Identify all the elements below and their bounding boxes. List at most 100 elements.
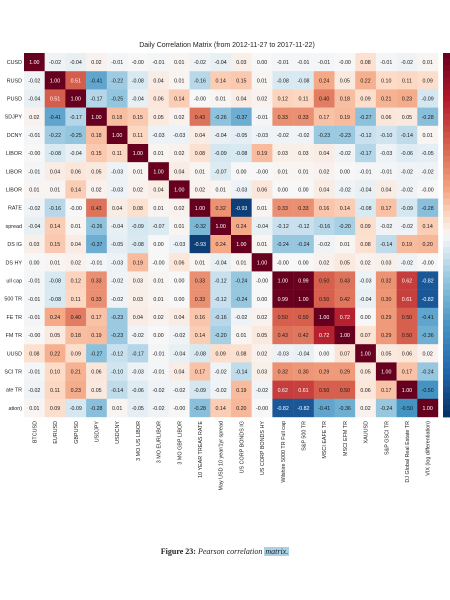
- cell-value-label: 0.15: [91, 151, 101, 157]
- heatmap-cell: [272, 162, 294, 181]
- column-label: MSCI EFM TR: [343, 421, 349, 456]
- cell-value-label: 0.32: [278, 370, 288, 376]
- cell-value-label: 0.06: [381, 115, 391, 121]
- cell-value-label: -0.14: [235, 370, 247, 376]
- heatmap-cell: [396, 125, 418, 145]
- heatmap-cell: [24, 253, 45, 272]
- heatmap-cell: [375, 71, 397, 90]
- cell-value-label: -0.24: [277, 242, 289, 248]
- cell-value-label: -0.03: [173, 242, 185, 248]
- cell-value-label: 0.05: [360, 370, 370, 376]
- column-label: USDJPY: [94, 421, 100, 443]
- cell-value-label: -0.07: [153, 224, 165, 230]
- cell-value-label: -0.01: [111, 60, 123, 66]
- cell-value-label: -0.20: [215, 333, 227, 339]
- heatmap-cell: [210, 307, 232, 327]
- heatmap-cell: [396, 307, 418, 327]
- cell-value-label: 0.01: [174, 78, 184, 84]
- heatmap-cell: [210, 180, 232, 199]
- cell-value-label: 0.99: [278, 297, 288, 303]
- heatmap-cell: [334, 198, 356, 217]
- cell-value-label: -0.16: [318, 224, 330, 230]
- cell-value-label: 0.33: [195, 279, 205, 285]
- cell-value-label: 0.62: [278, 388, 288, 394]
- cell-value-label: 0.18: [112, 115, 122, 121]
- heatmap-cell: [313, 162, 335, 181]
- heatmap-cell: [168, 162, 190, 181]
- heatmap-cell: [65, 344, 87, 363]
- heatmap-cell: [355, 307, 377, 327]
- cell-value-label: 0.24: [215, 242, 225, 248]
- cell-value-label: -0.00: [153, 260, 165, 266]
- cell-value-label: -0.27: [90, 351, 102, 357]
- heatmap-cell: [189, 253, 211, 272]
- cell-value-label: 1.00: [257, 260, 267, 266]
- heatmap-cell: [65, 362, 87, 381]
- heatmap-cell: [417, 198, 439, 217]
- cell-value-label: 1.00: [174, 188, 184, 194]
- cell-value-label: 0.21: [71, 370, 81, 376]
- heatmap-cell: [355, 144, 377, 163]
- heatmap-cell: [127, 289, 149, 308]
- heatmap-cell: [272, 380, 294, 399]
- heatmap-cell: [148, 398, 170, 418]
- heatmap-cell: [293, 89, 314, 108]
- cell-value-label: -0.00: [422, 188, 434, 194]
- cell-value-label: -0.02: [215, 370, 227, 376]
- cell-value-label: 0.01: [50, 260, 60, 266]
- heatmap-cell: [355, 125, 377, 145]
- heatmap-cell: [148, 180, 170, 199]
- colorbar-segment: [443, 222, 450, 230]
- cell-value-label: 0.00: [174, 297, 184, 303]
- heatmap-cell: [231, 198, 252, 217]
- cell-value-label: 0.17: [402, 370, 412, 376]
- colorbar-segment: [443, 235, 450, 242]
- heatmap-cell: [24, 307, 45, 327]
- cell-value-label: -0.25: [70, 133, 82, 139]
- cell-value-label: -0.20: [339, 224, 351, 230]
- heatmap-cell: [65, 307, 87, 327]
- cell-value-label: -0.08: [49, 151, 61, 157]
- heatmap-cell: [396, 144, 418, 163]
- heatmap-cell: [334, 289, 356, 308]
- cell-value-label: 0.11: [133, 133, 143, 139]
- heatmap-cell: [24, 125, 45, 145]
- column-label: 3 MO US LIBOR: [136, 421, 142, 461]
- cell-value-label: 0.08: [195, 151, 205, 157]
- heatmap-cell: [86, 398, 107, 418]
- cell-value-label: -0.03: [277, 351, 289, 357]
- cell-value-label: 0.50: [319, 388, 329, 394]
- cell-value-label: 0.17: [319, 115, 329, 121]
- cell-value-label: 0.33: [278, 115, 288, 121]
- heatmap-cell: [251, 271, 273, 290]
- heatmap-cell: [293, 289, 314, 308]
- cell-value-label: -0.09: [194, 388, 206, 394]
- cell-value-label: 0.01: [29, 188, 39, 194]
- cell-value-label: 0.06: [153, 97, 163, 103]
- cell-value-label: -0.14: [401, 133, 413, 139]
- heatmap-cell: [231, 53, 252, 72]
- cell-value-label: -0.82: [297, 406, 309, 412]
- cell-value-label: 0.05: [91, 169, 101, 175]
- colorbar-segment: [443, 125, 450, 133]
- row-label: ull cap: [6, 279, 22, 285]
- colorbar-segment: [443, 265, 450, 272]
- heatmap-cell: [65, 398, 87, 418]
- heatmap-cell: [396, 198, 418, 217]
- cell-value-label: 0.11: [298, 97, 308, 103]
- colorbar-segment: [443, 374, 450, 381]
- cell-value-label: 0.08: [29, 351, 39, 357]
- cell-value-label: 0.01: [257, 206, 267, 212]
- cell-value-label: 0.01: [153, 279, 163, 285]
- heatmap-cell: [189, 271, 211, 290]
- colorbar-segment: [443, 247, 450, 254]
- heatmap-cell: [168, 144, 190, 163]
- row-label: FE TR: [7, 315, 23, 321]
- cell-value-label: -0.02: [380, 224, 392, 230]
- heatmap-cell: [148, 235, 170, 254]
- column-label: S&P GSCI TR: [384, 421, 390, 455]
- heatmap-cell: [334, 344, 356, 363]
- cell-value-label: -0.00: [256, 279, 268, 285]
- cell-value-label: 0.04: [381, 188, 391, 194]
- heatmap-cell: [65, 53, 87, 72]
